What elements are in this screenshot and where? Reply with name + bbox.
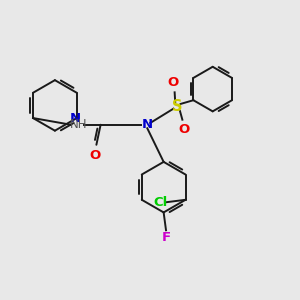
Text: NH: NH [70,118,87,131]
Text: Cl: Cl [154,196,168,209]
Text: O: O [178,123,189,136]
Text: N: N [142,118,153,131]
Text: O: O [90,148,101,162]
Text: N: N [70,112,81,124]
Text: F: F [162,231,171,244]
Text: S: S [172,99,182,114]
Text: O: O [168,76,179,89]
